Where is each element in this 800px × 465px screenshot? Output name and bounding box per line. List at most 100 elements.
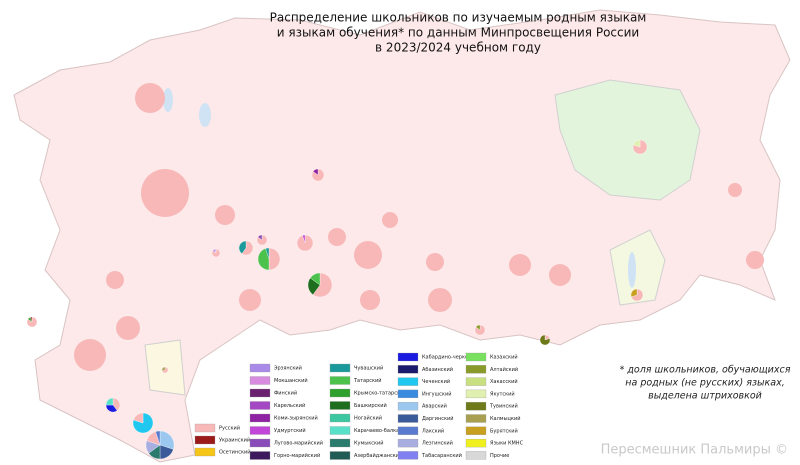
legend-swatch [249, 401, 271, 410]
pie-slice [382, 212, 398, 228]
pie-slice [30, 316, 33, 323]
legend-swatch [397, 365, 419, 374]
legend-label: Мокшанский [274, 377, 308, 384]
legend-label: Аварский [422, 403, 447, 410]
pie-slice [311, 168, 325, 182]
pie-slice [257, 234, 263, 241]
legend-label: Ингушский [422, 390, 451, 397]
legend-label: Абазинский [422, 366, 453, 373]
pie-slice [239, 289, 261, 311]
legend-swatch [329, 426, 351, 435]
legend-swatch [249, 426, 271, 435]
legend-swatch [397, 426, 419, 435]
pie-slice [428, 288, 452, 312]
legend-label: Чеченский [422, 378, 450, 385]
pie-slice [354, 241, 382, 269]
watermark: Пересмешник Пальмиры © [601, 443, 788, 458]
legend-swatch [249, 413, 271, 423]
legend-label: Якутский [490, 390, 515, 397]
pie-slice [133, 412, 144, 424]
legend-swatch [465, 402, 487, 411]
legend-swatch [465, 365, 487, 374]
pie-slice [633, 139, 641, 148]
pie-slice [302, 234, 306, 244]
legend-label: Кабардино-черкесский [422, 354, 483, 361]
legend-swatch [465, 438, 487, 448]
legend-swatch [465, 352, 487, 362]
legend-swatch [194, 423, 216, 433]
title-line: и языкам обучения* по данным Минпросвеще… [277, 26, 639, 40]
legend-label: Татарский [353, 377, 382, 384]
region-buryatia [609, 229, 666, 306]
legend-swatch [249, 388, 271, 398]
legend-label: Кумыкский [354, 440, 384, 447]
pie-slice [132, 412, 154, 434]
pie-slice [265, 247, 270, 260]
legend-swatch [329, 451, 351, 460]
legend-swatch [397, 438, 419, 448]
pie-slice [105, 397, 114, 406]
pie-slice [257, 248, 270, 271]
footnote: * доля школьников, обучающихся на родных … [620, 365, 791, 402]
footnote-line: на родных (не русских) языках, [625, 378, 784, 389]
legend-swatch [329, 376, 351, 385]
legend-label: Осетинский [219, 449, 250, 456]
pie-slice [539, 334, 551, 346]
pie-slice [475, 324, 481, 331]
legend-label: Карельский [274, 402, 305, 409]
legend-label: Удмуртский [274, 427, 306, 434]
pie-slice [549, 264, 571, 286]
legend-label: Крымско-татарский [354, 390, 406, 397]
region-yakutia [554, 79, 701, 201]
legend-label: Ногайский [354, 415, 382, 422]
legend-swatch [397, 402, 419, 411]
pie-slice [161, 366, 166, 372]
legend-label: Бурятский [490, 427, 518, 434]
legend-label: Карачаево-балкарский [354, 427, 415, 434]
pie-slice [630, 288, 638, 298]
title: Распределение школьников по изучаемым ро… [270, 11, 647, 55]
legend-label: Хакасский [490, 378, 518, 385]
pie-slice [310, 272, 321, 286]
pie-slice [116, 316, 140, 340]
pie-slice [141, 169, 189, 217]
legend-label: Украинский [219, 437, 250, 444]
pie-slice [106, 271, 124, 289]
legend-label: Лезгинский [422, 440, 453, 447]
legend-swatch [249, 363, 271, 373]
pie-slice [74, 339, 106, 371]
legend-label: Табасаранский [421, 452, 462, 459]
legend-label: Калмыцкий [490, 415, 520, 422]
legend-swatch [397, 451, 419, 460]
legend-swatch [194, 435, 216, 445]
pie-slice [312, 168, 319, 176]
pie-slice [746, 251, 764, 269]
pie-slice [215, 205, 235, 225]
pie-slice [159, 430, 175, 450]
legend-swatch [329, 413, 351, 423]
pie-slice [328, 228, 346, 246]
legend-label: Эрзянский [274, 365, 302, 372]
footnote-line: * доля школьников, обучающихся [620, 365, 791, 376]
legend-label: Казахский [490, 354, 518, 361]
legend-label: Прочие [490, 453, 509, 459]
pie-slice [238, 240, 247, 254]
legend-label: Алтайский [490, 366, 518, 373]
legend-swatch [194, 447, 216, 457]
legend-swatch [249, 451, 271, 460]
pie-slice [728, 183, 742, 197]
legend-label: Башкирский [354, 402, 387, 409]
legend-swatch [465, 414, 487, 423]
legend-label: Финский [274, 390, 297, 397]
title-line: в 2023/2024 учебном году [375, 41, 541, 55]
legend-swatch [465, 451, 487, 460]
pie-slice [135, 83, 165, 113]
legend-label: Лугово-марийский [274, 440, 323, 447]
legend-swatch [397, 352, 419, 362]
pie-slice [509, 254, 531, 276]
legend: Русский Украинский Осетинский Эрзянский Мокш… [194, 352, 524, 460]
legend-swatch [329, 401, 351, 410]
legend-label: Даргинский [422, 415, 454, 422]
